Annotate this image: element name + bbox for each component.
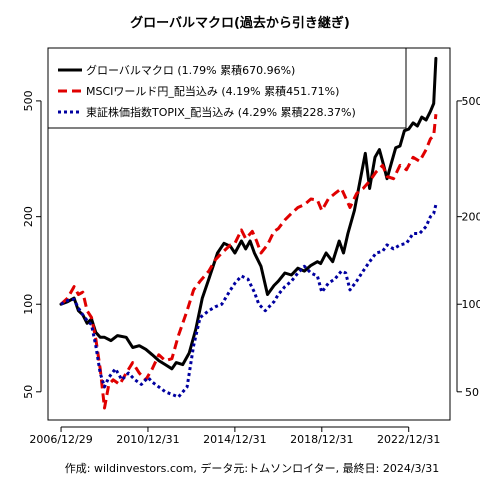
y-tick-label-left: 50 xyxy=(22,385,35,399)
legend-label-3: 東証株価指数TOPIX_配当込み (4.29% 累積228.37%) xyxy=(86,105,356,119)
y-tick-label-left: 500 xyxy=(22,90,35,111)
y-tick-label-right: 200 xyxy=(462,211,480,224)
x-tick-label: 2014/12/31 xyxy=(203,433,266,446)
y-tick-label-right: 100 xyxy=(462,298,480,311)
series-line-2 xyxy=(59,114,438,410)
chart-title: グローバルマクロ(過去から引き継ぎ) xyxy=(130,15,350,31)
legend: グローバルマクロ (1.79% 累積670.96%) MSCIワールド円_配当込み… xyxy=(47,47,407,129)
legend-label-2: MSCIワールド円_配当込み (4.19% 累積451.71%) xyxy=(86,84,339,98)
series-line-3 xyxy=(60,204,438,399)
axes-group: 2006/12/29 2010/12/31 2014/12/31 2018/12/31… xyxy=(22,90,480,446)
legend-label-1: グローバルマクロ (1.79% 累積670.96%) xyxy=(86,63,295,77)
x-tick-label: 2018/12/31 xyxy=(290,433,353,446)
x-tick-label: 2010/12/31 xyxy=(116,433,179,446)
series-group xyxy=(59,56,438,410)
y-tick-label-right: 500 xyxy=(462,95,480,108)
x-tick-label: 2006/12/29 xyxy=(29,433,92,446)
y-tick-label-left: 200 xyxy=(22,206,35,227)
y-tick-label-left: 100 xyxy=(22,294,35,315)
x-tick-label: 2022/12/31 xyxy=(377,433,440,446)
legend-box xyxy=(47,47,407,129)
chart-caption: 作成: wildinvestors.com, データ元:トムソンロイター, 最終… xyxy=(65,461,439,475)
y-tick-label-right: 50 xyxy=(465,386,479,399)
series-line-1 xyxy=(59,56,438,371)
